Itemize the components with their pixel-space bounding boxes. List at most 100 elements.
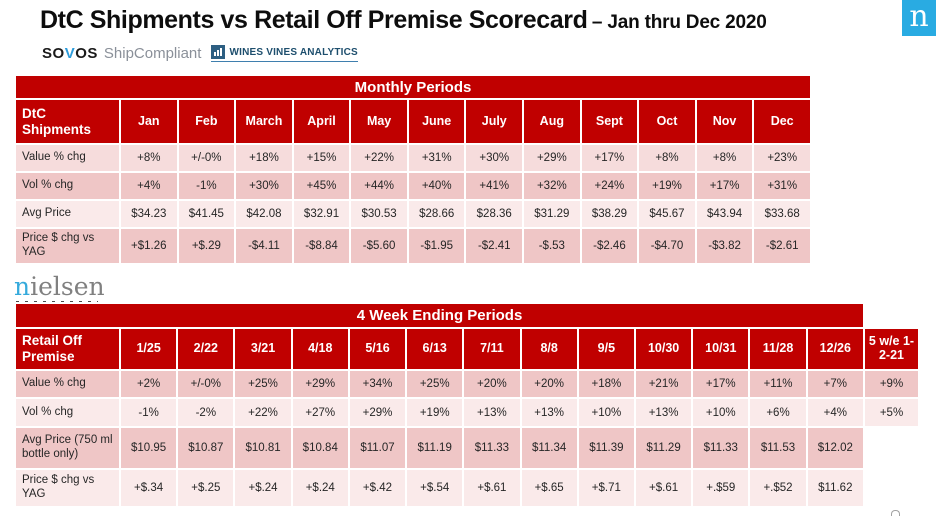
column-header: 8/8 bbox=[519, 327, 579, 371]
data-cell: +40% bbox=[406, 171, 467, 201]
data-cell: +17% bbox=[579, 143, 640, 173]
data-cell: -$2.41 bbox=[464, 227, 525, 265]
data-cell: +29% bbox=[522, 143, 582, 173]
column-header: 10/31 bbox=[691, 327, 751, 371]
data-cell: +17% bbox=[694, 171, 755, 201]
data-cell: $11.53 bbox=[748, 426, 808, 470]
data-cell: $10.95 bbox=[118, 426, 179, 470]
shipcompliant-logo: ShipCompliant bbox=[103, 45, 202, 62]
data-cell: -$.53 bbox=[522, 227, 582, 265]
nielsen-rest: ielsen bbox=[30, 272, 105, 301]
data-cell: +21% bbox=[633, 369, 694, 399]
bar-chart-icon bbox=[211, 45, 226, 59]
data-cell: +45% bbox=[291, 171, 352, 201]
column-header: Feb bbox=[176, 98, 237, 145]
data-cell: +23% bbox=[752, 143, 812, 173]
data-cell: +9% bbox=[863, 369, 920, 399]
data-cell bbox=[863, 468, 920, 508]
data-cell: +7% bbox=[805, 369, 866, 399]
t2-banner: 4 Week Ending Periods bbox=[14, 302, 865, 329]
data-cell: +$.24 bbox=[233, 468, 293, 508]
data-cell: +$.42 bbox=[347, 468, 408, 508]
row-label: Value % chg bbox=[14, 369, 121, 399]
data-cell: +$.34 bbox=[118, 468, 179, 508]
data-cell: +10% bbox=[691, 397, 751, 428]
row-label: Avg Price bbox=[14, 199, 121, 229]
t1-stub-header: DtC Shipments bbox=[14, 98, 121, 145]
column-header: 11/28 bbox=[748, 327, 808, 371]
data-cell: -$8.84 bbox=[291, 227, 352, 265]
column-header: 1/25 bbox=[118, 327, 179, 371]
data-cell: -$4.11 bbox=[234, 227, 294, 265]
data-cell bbox=[863, 426, 920, 470]
data-cell: $10.81 bbox=[233, 426, 293, 470]
column-header: 10/30 bbox=[633, 327, 694, 371]
data-cell: +17% bbox=[691, 369, 751, 399]
t2-stub-header: Retail Off Premise bbox=[14, 327, 121, 371]
nielsen-logo: nielsen bbox=[14, 274, 105, 304]
data-cell: $43.94 bbox=[694, 199, 755, 229]
row-label: Vol % chg bbox=[14, 171, 121, 201]
data-cell: +$.71 bbox=[576, 468, 636, 508]
data-cell: +29% bbox=[290, 369, 350, 399]
data-cell: +8% bbox=[694, 143, 755, 173]
column-header: May bbox=[349, 98, 409, 145]
data-cell: +31% bbox=[406, 143, 467, 173]
sovos-logo-v: V bbox=[64, 45, 76, 62]
data-cell: +44% bbox=[349, 171, 409, 201]
row-label: Price $ chg vs YAG bbox=[14, 468, 121, 508]
data-cell: +$.61 bbox=[633, 468, 694, 508]
data-cell: -$4.70 bbox=[637, 227, 697, 265]
title-date-range: – Jan thru Dec 2020 bbox=[591, 12, 767, 33]
data-cell: +27% bbox=[290, 397, 350, 428]
data-cell: +41% bbox=[464, 171, 525, 201]
monthly-periods-table: Monthly Periods DtC Shipments Jan Feb March A… bbox=[14, 74, 812, 265]
data-cell: $10.84 bbox=[290, 426, 350, 470]
data-cell: +$.24 bbox=[290, 468, 350, 508]
data-cell: +4% bbox=[119, 171, 179, 201]
data-cell: +13% bbox=[462, 397, 522, 428]
data-cell: +8% bbox=[119, 143, 179, 173]
data-cell: +30% bbox=[234, 171, 294, 201]
data-cell: $38.29 bbox=[579, 199, 640, 229]
data-cell: +.$59 bbox=[691, 468, 751, 508]
data-cell: +25% bbox=[405, 369, 465, 399]
data-cell: +$.29 bbox=[176, 227, 237, 265]
data-cell: $11.39 bbox=[576, 426, 636, 470]
data-cell: +32% bbox=[522, 171, 582, 201]
column-header: 5 w/e 1-2-21 bbox=[863, 327, 920, 371]
data-cell: +20% bbox=[462, 369, 522, 399]
column-header: 9/5 bbox=[576, 327, 636, 371]
data-cell: +22% bbox=[233, 397, 293, 428]
data-cell: +19% bbox=[405, 397, 465, 428]
data-cell: +$.61 bbox=[462, 468, 522, 508]
t1-banner: Monthly Periods bbox=[14, 74, 812, 100]
weekly-periods-table: 4 Week Ending Periods Retail Off Premise 1… bbox=[14, 302, 920, 508]
data-cell: $33.68 bbox=[752, 199, 812, 229]
column-header: 3/21 bbox=[233, 327, 293, 371]
nielsen-n-badge: n bbox=[902, 0, 936, 36]
data-cell: +19% bbox=[637, 171, 697, 201]
column-header: April bbox=[291, 98, 352, 145]
data-cell: +$.65 bbox=[519, 468, 579, 508]
wines-vines-analytics-logo: WINES VINES ANALYTICS bbox=[211, 45, 358, 62]
data-cell: +/-0% bbox=[176, 369, 236, 399]
data-cell: $41.45 bbox=[176, 199, 237, 229]
data-cell: +5% bbox=[863, 397, 920, 428]
data-cell: $11.33 bbox=[691, 426, 751, 470]
data-cell: -$1.95 bbox=[406, 227, 467, 265]
wines-vines-analytics-label: WINES VINES ANALYTICS bbox=[229, 46, 358, 58]
column-header: Sept bbox=[579, 98, 640, 145]
data-cell: -2% bbox=[176, 397, 236, 428]
data-cell: +4% bbox=[805, 397, 866, 428]
data-cell: $11.19 bbox=[405, 426, 465, 470]
column-header: Jan bbox=[119, 98, 179, 145]
data-cell: +8% bbox=[637, 143, 697, 173]
row-label: Value % chg bbox=[14, 143, 121, 173]
data-cell: $42.08 bbox=[234, 199, 294, 229]
data-cell: +6% bbox=[748, 397, 808, 428]
data-cell: +11% bbox=[748, 369, 808, 399]
column-header: 2/22 bbox=[176, 327, 236, 371]
column-header: July bbox=[464, 98, 525, 145]
data-cell: $31.29 bbox=[522, 199, 582, 229]
